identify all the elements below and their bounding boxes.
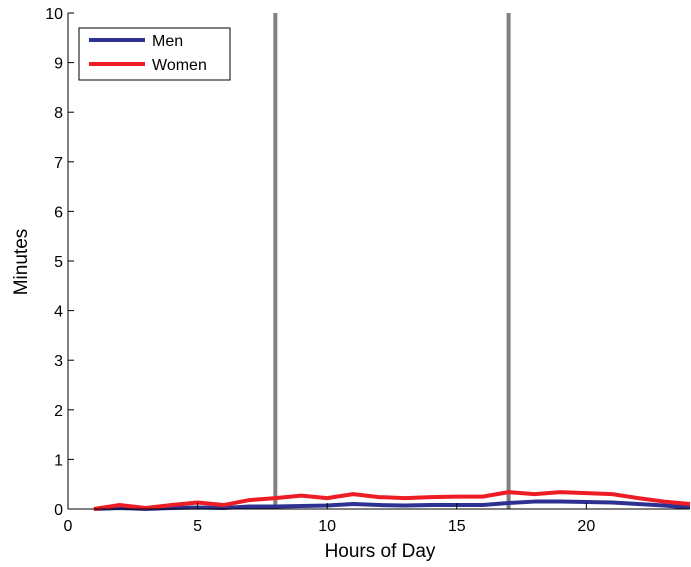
series-line-men: [93, 499, 691, 511]
y-tick-label: 5: [54, 254, 63, 271]
series-line-women: [93, 490, 691, 511]
legend: Men Women: [78, 27, 231, 81]
x-axis-label: Hours of Day: [325, 541, 436, 562]
y-axis-label: Minutes: [11, 229, 32, 296]
axes: [67, 13, 690, 510]
x-tick-label: 15: [448, 518, 466, 535]
y-tick-label: 8: [54, 105, 63, 122]
x-tick-label: 20: [577, 518, 595, 535]
y-tick-label: 3: [54, 353, 63, 370]
y-tick-label: 9: [54, 56, 63, 73]
y-tick-label: 2: [54, 403, 63, 420]
y-tick-label: 7: [54, 155, 63, 172]
y-tick-label: 4: [54, 304, 63, 321]
vertical-marker-lines: [273, 13, 511, 509]
y-tick-label: 0: [54, 502, 63, 519]
x-tick-label: 5: [193, 518, 202, 535]
series-lines: [93, 490, 691, 511]
y-tick-label: 10: [45, 6, 63, 23]
legend-box: [78, 27, 231, 81]
legend-label-men: Men: [152, 33, 183, 50]
y-axis-ticks: 0 1 2 3 4 5 6 7 8 9 10: [45, 6, 74, 519]
y-tick-label: 6: [54, 204, 63, 221]
x-tick-label: 0: [64, 518, 73, 535]
y-tick-label: 1: [54, 452, 63, 469]
x-axis-ticks: 0 5 10 15 20: [64, 503, 595, 535]
legend-label-women: Women: [152, 57, 207, 74]
x-tick-label: 10: [318, 518, 336, 535]
